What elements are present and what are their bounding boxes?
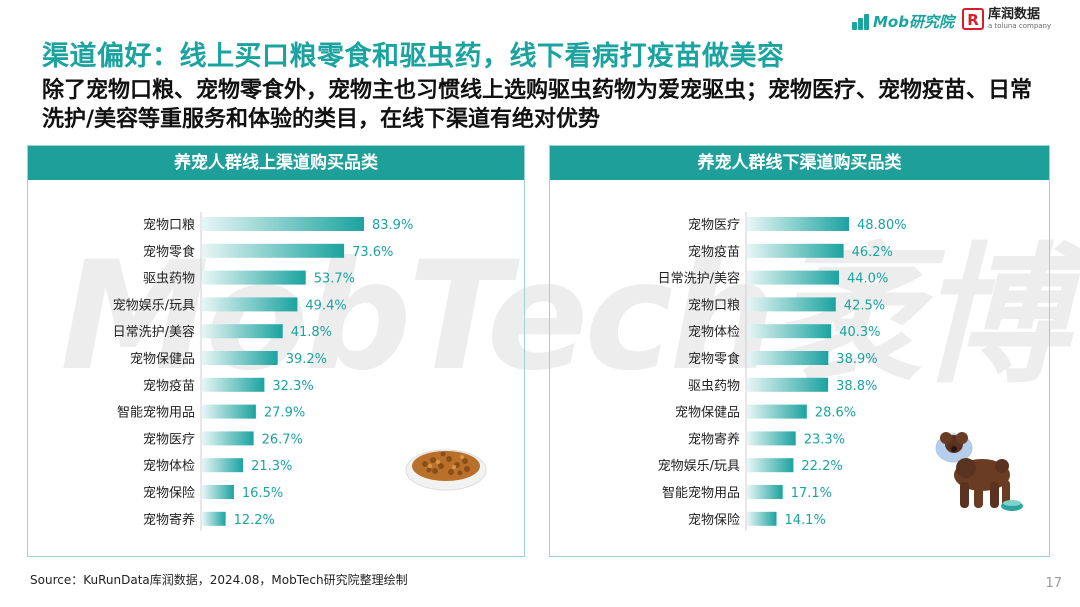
offline-value-label: 46.2% <box>852 245 893 260</box>
mob-logo-icon <box>852 13 870 30</box>
offline-bar <box>747 404 807 419</box>
offline-chart-panel: 养宠人群线下渠道购买品类 宠物医疗 48.80% 宠物疫苗 46.2% 日常洗护/美容 4… <box>549 145 1050 557</box>
pet-food-bowl-image <box>405 449 487 491</box>
online-value-label: 73.6% <box>352 245 393 260</box>
offline-value-label: 14.1% <box>785 513 826 528</box>
offline-category-label: 宠物寄养 <box>688 431 740 447</box>
online-bar <box>202 485 234 499</box>
offline-value-label: 38.8% <box>836 379 877 394</box>
offline-bar <box>747 217 849 231</box>
online-value-label: 16.5% <box>242 486 283 501</box>
online-value-label: 41.8% <box>291 325 332 340</box>
offline-category-label: 宠物零食 <box>688 351 740 367</box>
online-bar <box>202 270 306 285</box>
offline-category-label: 日常洗护/美容 <box>658 271 740 287</box>
offline-category-label: 驱虫药物 <box>688 379 740 394</box>
online-category-label: 宠物疫苗 <box>143 378 195 394</box>
offline-value-label: 22.2% <box>801 459 842 474</box>
kurun-logo: R 库润数据 a toluna company <box>962 8 1051 30</box>
online-category-label: 宠物体检 <box>143 458 195 474</box>
offline-value-label: 44.0% <box>847 272 888 287</box>
online-value-label: 39.2% <box>286 352 327 367</box>
offline-value-label: 48.80% <box>857 218 907 233</box>
offline-category-label: 宠物疫苗 <box>688 244 740 260</box>
online-category-label: 宠物口粮 <box>143 217 195 233</box>
online-bar <box>202 297 298 312</box>
online-bar <box>202 431 254 446</box>
offline-bar <box>747 485 783 499</box>
dog-with-cone-image <box>935 432 1023 511</box>
online-bar <box>202 324 283 339</box>
online-category-label: 宠物寄养 <box>143 512 195 528</box>
offline-bar <box>747 324 832 339</box>
online-category-label: 宠物娱乐/玩具 <box>113 297 195 313</box>
online-value-label: 12.2% <box>234 513 275 528</box>
online-bar <box>202 217 364 231</box>
online-value-label: 26.7% <box>262 432 303 447</box>
online-value-label: 21.3% <box>251 459 292 474</box>
page-subtitle: 除了宠物口粮、宠物零食外，宠物主也习惯线上选购驱虫药物为爱宠驱虫；宠物医疗、宠物… <box>42 78 1033 132</box>
offline-value-label: 42.5% <box>844 298 885 313</box>
offline-bar <box>747 351 829 365</box>
mob-logo: Mob研究院 <box>852 11 954 32</box>
offline-bar <box>747 270 839 285</box>
offline-bar <box>747 297 836 312</box>
page-title: 渠道偏好：线上买口粮零食和驱虫药，线下看病打疫苗做美容 <box>42 41 785 72</box>
kurun-logo-text: 库润数据 <box>988 7 1041 22</box>
online-category-label: 宠物零食 <box>143 244 195 260</box>
kurun-logo-icon: R <box>962 8 984 30</box>
mob-logo-text: Mob研究院 <box>873 13 954 31</box>
offline-category-label: 宠物医疗 <box>688 217 740 233</box>
offline-value-label: 38.9% <box>836 352 877 367</box>
offline-value-label: 40.3% <box>839 325 880 340</box>
offline-bar <box>747 377 829 392</box>
online-bar <box>202 243 345 258</box>
kurun-logo-subtext: a toluna company <box>988 22 1052 30</box>
online-category-label: 宠物保险 <box>143 485 195 501</box>
offline-category-label: 宠物口粮 <box>688 297 740 313</box>
online-category-label: 宠物保健品 <box>130 351 195 367</box>
online-value-label: 83.9% <box>372 218 413 233</box>
offline-bar <box>747 458 794 473</box>
online-value-label: 49.4% <box>305 298 346 313</box>
offline-chart-title: 养宠人群线下渠道购买品类 <box>550 146 1049 180</box>
offline-value-label: 17.1% <box>791 486 832 501</box>
online-bar <box>202 511 226 526</box>
offline-category-label: 宠物娱乐/玩具 <box>658 458 740 474</box>
offline-value-label: 28.6% <box>815 406 856 421</box>
offline-bar-chart: 宠物医疗 48.80% 宠物疫苗 46.2% 日常洗护/美容 44.0% 宠物口粮 42.5%… <box>658 212 907 531</box>
offline-category-label: 宠物保健品 <box>675 405 740 421</box>
online-bar <box>202 458 244 473</box>
online-category-label: 智能宠物用品 <box>117 405 195 421</box>
offline-bar <box>747 243 844 258</box>
online-bar <box>202 351 278 365</box>
offline-value-label: 23.3% <box>804 432 845 447</box>
online-value-label: 32.3% <box>272 379 313 394</box>
online-chart-title: 养宠人群线上渠道购买品类 <box>28 146 524 180</box>
logo-area: Mob研究院 R 库润数据 a toluna company <box>852 8 1072 36</box>
online-category-label: 日常洗护/美容 <box>113 324 195 340</box>
online-category-label: 宠物医疗 <box>143 431 195 447</box>
offline-category-label: 宠物体检 <box>688 324 740 340</box>
online-bar <box>202 377 265 392</box>
offline-category-label: 宠物保险 <box>688 512 740 528</box>
online-chart-panel: 养宠人群线上渠道购买品类 宠物口粮 83.9% 宠物零食 73.6% 驱虫药物 53.7%… <box>27 145 525 557</box>
online-value-label: 27.9% <box>264 406 305 421</box>
online-value-label: 53.7% <box>314 272 355 287</box>
offline-bar <box>747 431 796 446</box>
source-note: Source：KuRunData库润数据，2024.08，MobTech研究院整… <box>30 573 408 587</box>
online-bar-chart: 宠物口粮 83.9% 宠物零食 73.6% 驱虫药物 53.7% 宠物娱乐/玩具 49.4% 日… <box>113 212 413 531</box>
page-number: 17 <box>1045 576 1062 591</box>
offline-category-label: 智能宠物用品 <box>662 485 740 501</box>
online-bar <box>202 404 256 419</box>
online-category-label: 驱虫药物 <box>143 272 195 287</box>
offline-bar <box>747 511 777 526</box>
